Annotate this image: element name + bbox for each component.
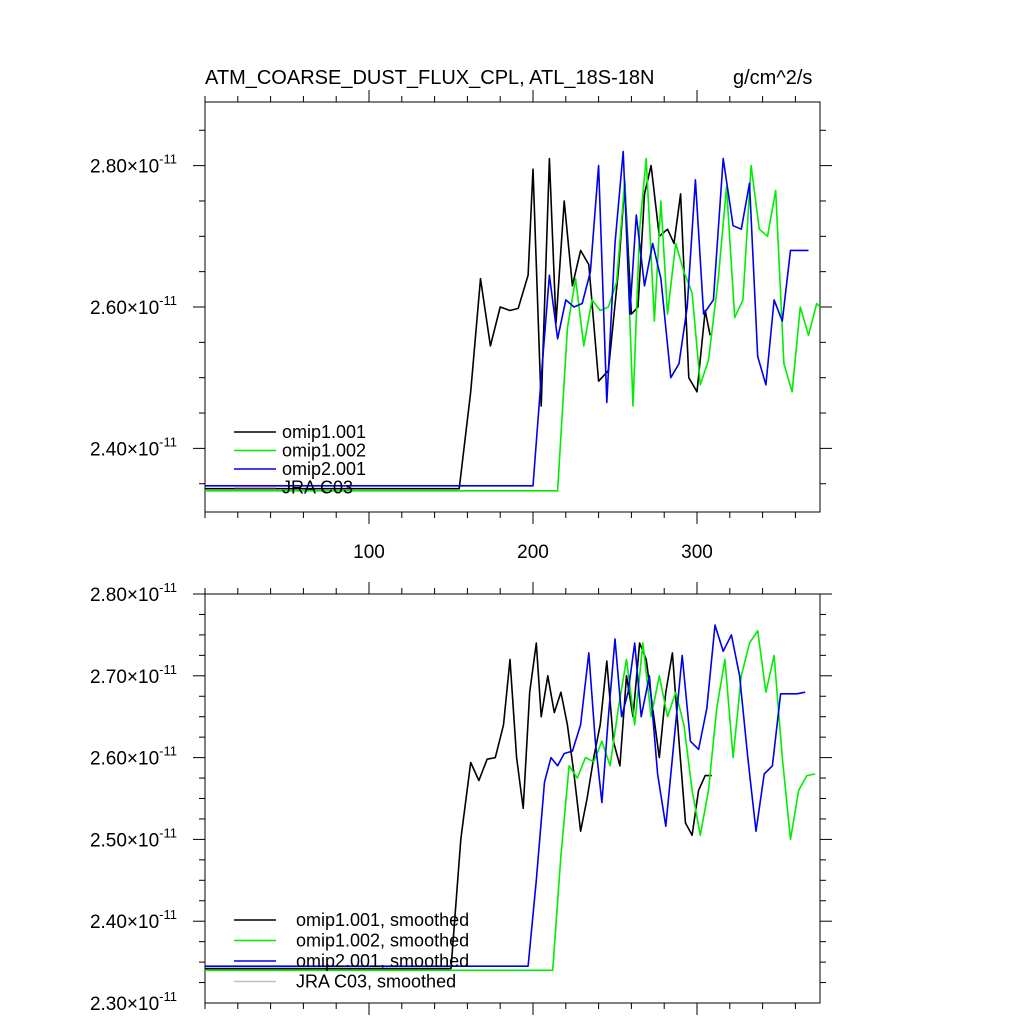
y-tick-label: 2.60×10-11 — [90, 293, 177, 319]
legend-label: JRA C03, smoothed — [296, 972, 456, 992]
bottom-panel: 2.30×10-11 2.40×10-11 2.50×10-11 2.60×10-11… — [90, 580, 832, 1015]
y-tick-label: 2.40×10-11 — [90, 907, 177, 933]
y-tick-label: 2.30×10-11 — [90, 989, 177, 1015]
top-panel: 100 200 300 2.40×10-11 2.60×10-11 2.80×10-11 o… — [90, 90, 832, 563]
x-tick-label: 300 — [681, 542, 713, 563]
legend-label: omip2.001, smoothed — [296, 951, 469, 971]
legend-label: omip1.001, smoothed — [296, 910, 469, 930]
y-tick-label: 2.80×10-11 — [90, 580, 177, 606]
series-line-1 — [205, 157, 821, 492]
y-tick-label: 2.50×10-11 — [90, 825, 177, 851]
chart-units: g/cm^2/s — [733, 67, 812, 89]
x-tick-label: 200 — [517, 542, 549, 563]
legend-label: JRA C03 — [282, 478, 353, 498]
y-tick-label: 2.40×10-11 — [90, 434, 177, 460]
series-line-0 — [205, 157, 711, 490]
legend-label: omip1.002, smoothed — [296, 931, 469, 951]
legend-label: omip1.002 — [282, 441, 366, 461]
legend-label: omip2.001 — [282, 459, 366, 479]
series-line-2 — [205, 624, 806, 968]
series-line-2 — [205, 150, 809, 487]
y-tick-label: 2.80×10-11 — [90, 152, 177, 178]
chart-title: ATM_COARSE_DUST_FLUX_CPL, ATL_18S-18N — [205, 67, 654, 89]
series-line-1 — [205, 629, 816, 972]
series-line-0 — [205, 642, 712, 970]
y-tick-label: 2.70×10-11 — [90, 662, 177, 688]
y-tick-label: 2.60×10-11 — [90, 744, 177, 770]
legend-label: omip1.001 — [282, 422, 366, 442]
x-tick-label: 100 — [353, 542, 385, 563]
